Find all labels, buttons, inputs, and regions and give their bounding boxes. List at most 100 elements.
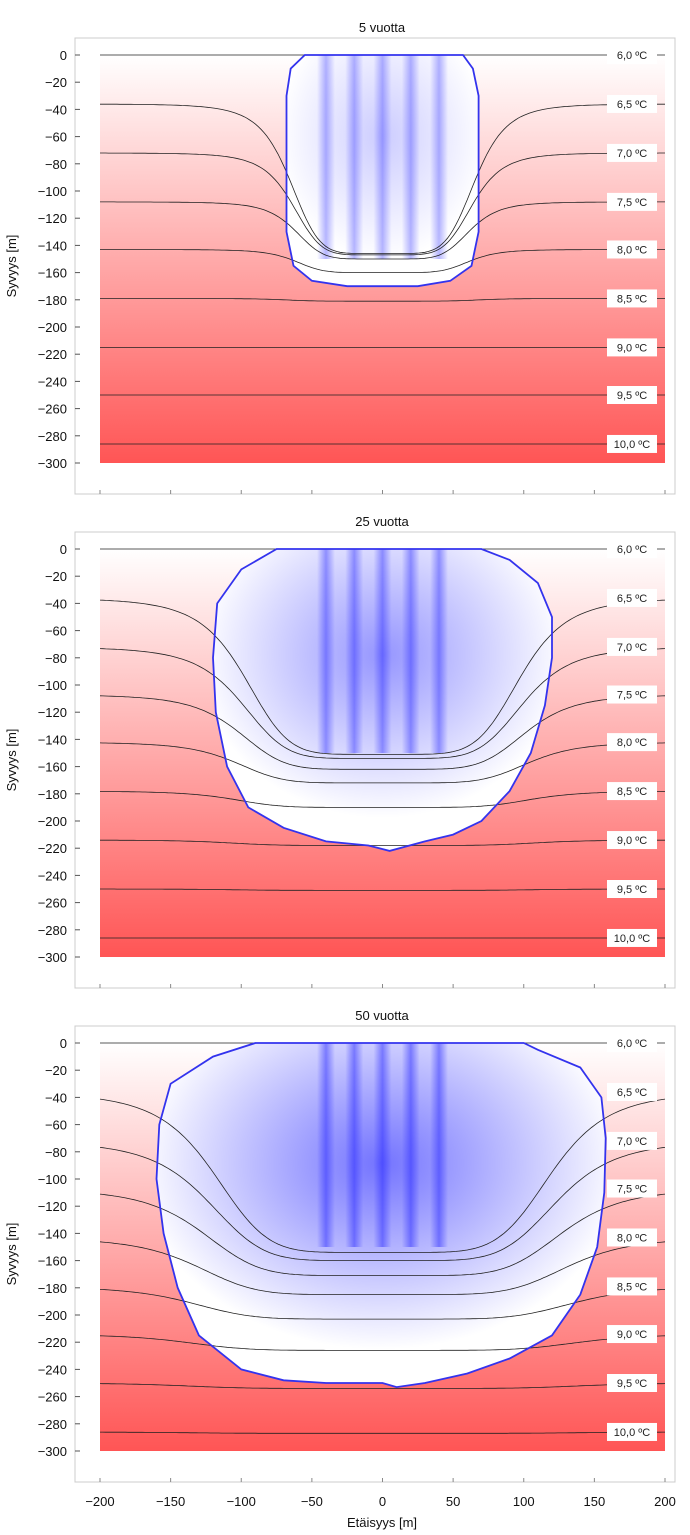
isotherm-label-box <box>607 1422 657 1441</box>
isotherm-line <box>100 298 665 302</box>
y-tick-label: −40 <box>45 596 67 611</box>
y-tick-label: −60 <box>45 1118 67 1133</box>
borehole-5 <box>430 1043 448 1247</box>
cold-zone-boundary <box>212 548 553 852</box>
isotherm-line <box>100 103 665 254</box>
isotherm-label: 10,0 ºC <box>614 439 650 451</box>
y-tick-label: −80 <box>45 157 67 172</box>
isotherm-label-box <box>607 1131 657 1150</box>
isotherm-label-box <box>607 637 657 656</box>
x-tick-label: 100 <box>513 1494 535 1509</box>
x-tick-label: 0 <box>379 1494 386 1509</box>
isotherm-label-box <box>607 1034 657 1052</box>
isotherm-label: 9,0 ºC <box>617 1329 647 1341</box>
y-tick-label: −120 <box>38 211 67 226</box>
borehole-4 <box>401 1043 420 1247</box>
y-tick-label: −260 <box>38 402 67 417</box>
panel-title: 25 vuotta <box>355 514 409 529</box>
y-tick-label: −20 <box>45 569 67 584</box>
isotherm-label: 6,5 ºC <box>617 1087 647 1099</box>
isotherm-label: 6,0 ºC <box>617 1038 647 1050</box>
y-tick-label: −220 <box>38 347 67 362</box>
y-tick-label: 0 <box>60 48 67 63</box>
isotherm-label-box <box>607 386 657 404</box>
isotherm-line <box>99 599 666 755</box>
y-tick-label: −300 <box>38 950 67 965</box>
x-tick-label: 200 <box>654 1494 676 1509</box>
y-tick-label: −180 <box>38 1281 67 1296</box>
y-tick-label: −80 <box>45 1145 67 1160</box>
isotherm-label: 8,0 ºC <box>617 1232 647 1244</box>
isotherm-label-box <box>607 880 657 898</box>
isotherm-label: 8,0 ºC <box>617 244 647 256</box>
isotherm-label: 7,5 ºC <box>617 197 647 209</box>
borehole-2 <box>345 55 364 259</box>
isotherm-line <box>100 249 665 273</box>
y-tick-label: −280 <box>38 923 67 938</box>
borehole-1 <box>317 549 335 753</box>
y-tick-label: −140 <box>38 238 67 253</box>
chart-panel-2: 6,0 ºC 6,5 ºC 7,0 ºC 7,5 ºC 8,0 ºC 8,5 ºC 9,0 … <box>4 514 676 989</box>
isotherm-label-box <box>607 338 657 357</box>
isotherm-label-box <box>607 434 657 453</box>
y-tick-label: −160 <box>38 1254 67 1269</box>
y-tick-label: −100 <box>38 184 67 199</box>
x-axis-label: Etäisyys [m] <box>347 1515 417 1530</box>
isotherm-line <box>100 1431 665 1434</box>
isotherm-label: 9,5 ºC <box>617 390 647 402</box>
y-tick-label: −120 <box>38 1199 67 1214</box>
isotherm-line <box>99 648 666 759</box>
isotherm-line <box>100 201 665 260</box>
y-tick-label: −220 <box>38 1335 67 1350</box>
y-tick-label: −180 <box>38 293 67 308</box>
isotherm-label: 6,5 ºC <box>617 99 647 111</box>
borehole-3 <box>373 549 392 753</box>
y-tick-label: −120 <box>38 705 67 720</box>
cold-zone-boundary <box>285 54 480 288</box>
y-tick-label: −200 <box>38 1308 67 1323</box>
y-tick-label: −160 <box>38 266 67 281</box>
isotherm-label-box <box>607 928 657 947</box>
borehole-2 <box>345 549 364 753</box>
y-tick-label: −40 <box>45 1090 67 1105</box>
isotherm-line <box>99 742 666 784</box>
panel-title: 5 vuotta <box>359 20 406 35</box>
x-tick-label: 150 <box>584 1494 606 1509</box>
y-tick-label: −280 <box>38 429 67 444</box>
isotherm-line <box>99 1147 666 1261</box>
borehole-5 <box>430 549 448 753</box>
borehole-3 <box>373 55 392 259</box>
y-tick-label: −40 <box>45 102 67 117</box>
isotherm-label: 7,0 ºC <box>617 148 647 160</box>
isotherm-line <box>100 152 665 256</box>
borehole-2 <box>345 1043 364 1247</box>
isotherm-label: 10,0 ºC <box>614 1427 650 1439</box>
borehole-4 <box>401 549 420 753</box>
isotherm-label-box <box>607 782 657 801</box>
y-tick-label: −260 <box>38 896 67 911</box>
y-tick-label: −160 <box>38 760 67 775</box>
isotherm-line <box>99 791 666 808</box>
x-tick-label: 50 <box>446 1494 460 1509</box>
isotherm-label-box <box>607 1374 657 1392</box>
y-tick-label: −300 <box>38 456 67 471</box>
isotherm-label-box <box>607 46 657 64</box>
isotherm-line <box>100 888 665 891</box>
y-tick-label: −60 <box>45 130 67 145</box>
cold-zone <box>286 55 479 287</box>
y-tick-label: −260 <box>38 1390 67 1405</box>
isotherm-label: 8,0 ºC <box>617 737 647 749</box>
y-tick-label: −280 <box>38 1417 67 1432</box>
y-tick-label: −140 <box>38 732 67 747</box>
y-tick-label: −200 <box>38 814 67 829</box>
x-tick-label: −50 <box>301 1494 323 1509</box>
y-tick-label: −20 <box>45 1063 67 1078</box>
y-axis-label: Syvyys [m] <box>4 1223 19 1286</box>
isotherm-label: 8,5 ºC <box>617 1281 647 1293</box>
isotherm-label: 6,5 ºC <box>617 593 647 605</box>
cold-zone-boundary <box>155 1042 607 1389</box>
isotherm-line <box>99 1098 666 1253</box>
isotherm-label-box <box>607 1082 657 1101</box>
y-tick-label: −220 <box>38 841 67 856</box>
